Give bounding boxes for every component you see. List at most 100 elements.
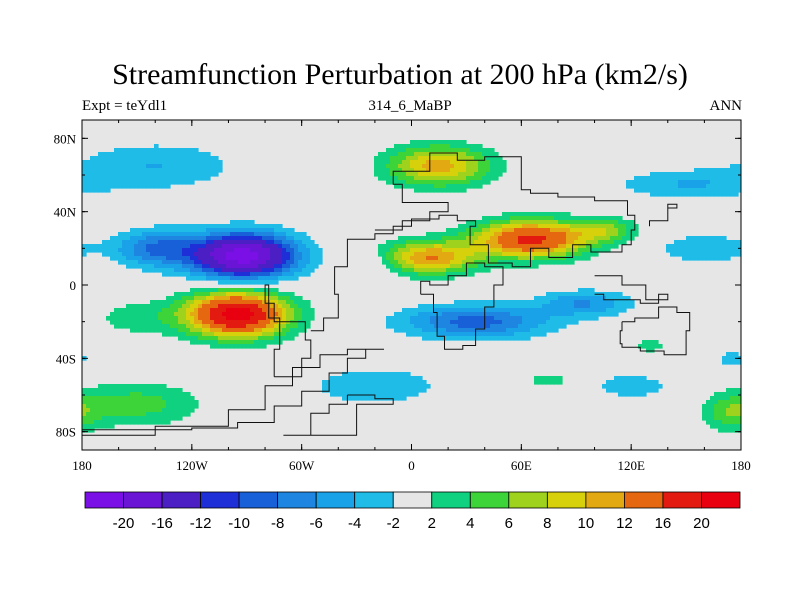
field-cell [190, 172, 195, 177]
field-cell [390, 248, 395, 253]
field-cell [158, 160, 163, 165]
field-cell [334, 388, 339, 393]
field-cell [214, 264, 219, 269]
field-cell [434, 324, 439, 329]
field-cell [554, 252, 559, 257]
field-cell [178, 396, 183, 401]
field-cell [606, 304, 611, 309]
field-cell [210, 268, 215, 273]
field-cell [394, 176, 399, 181]
field-cell [606, 312, 611, 317]
field-cell [522, 220, 527, 225]
field-cell [154, 420, 159, 425]
field-cell [478, 320, 483, 325]
field-cell [438, 176, 443, 181]
field-cell [582, 220, 587, 225]
field-cell [194, 260, 199, 265]
field-cell [414, 236, 419, 241]
field-cell [622, 232, 627, 237]
field-cell [398, 316, 403, 321]
field-cell [194, 304, 199, 309]
field-cell [466, 164, 471, 169]
colorbar-label: -12 [190, 515, 212, 532]
field-cell [142, 164, 147, 169]
field-cell [374, 160, 379, 165]
field-cell [306, 252, 311, 257]
field-cell [414, 312, 419, 317]
field-cell [562, 252, 567, 257]
field-cell [98, 396, 103, 401]
field-cell [178, 228, 183, 233]
field-cell [206, 316, 211, 321]
field-cell [418, 308, 423, 313]
field-cell [126, 236, 131, 241]
field-cell [386, 240, 391, 245]
field-cell [446, 320, 451, 325]
field-cell [306, 272, 311, 277]
field-cell [142, 400, 147, 405]
field-cell [718, 172, 723, 177]
field-cell [338, 392, 343, 397]
field-cell [422, 248, 427, 253]
field-cell [474, 244, 479, 249]
field-cell [614, 292, 619, 297]
field-cell [422, 236, 427, 241]
colorbar: -20 -16 -12 -10 -8 -6 -4 -2 2 4 6 8 10 12 16 20 [84, 491, 741, 532]
field-cell [246, 232, 251, 237]
field-cell [622, 240, 627, 245]
field-cell [538, 316, 543, 321]
field-cell [126, 232, 131, 237]
field-cell [94, 388, 99, 393]
field-cell [230, 300, 235, 305]
field-cell [602, 240, 607, 245]
field-cell [130, 316, 135, 321]
field-cell [574, 228, 579, 233]
field-cell [510, 220, 515, 225]
field-cell [546, 244, 551, 249]
field-cell [402, 172, 407, 177]
field-cell [730, 188, 735, 193]
field-cell [526, 220, 531, 225]
field-cell [122, 164, 127, 169]
field-cell [578, 256, 583, 261]
field-cell [406, 156, 411, 161]
field-cell [106, 392, 111, 397]
field-cell [702, 404, 707, 409]
field-cell [430, 312, 435, 317]
field-cell [410, 248, 415, 253]
field-cell [110, 236, 115, 241]
field-cell [222, 300, 227, 305]
field-cell [162, 172, 167, 177]
field-cell [422, 184, 427, 189]
colorbar-label: -16 [151, 515, 173, 532]
field-cell [442, 260, 447, 265]
field-cell [498, 324, 503, 329]
field-cell [246, 244, 251, 249]
field-cell [538, 380, 543, 385]
field-cell [522, 256, 527, 261]
field-cell [690, 256, 695, 261]
field-cell [258, 232, 263, 237]
field-cell [410, 380, 415, 385]
field-cell [122, 256, 127, 261]
field-cell [190, 336, 195, 341]
field-cell [198, 224, 203, 229]
field-cell [98, 156, 103, 161]
field-cell [602, 384, 607, 389]
colorbar-label: 2 [428, 515, 436, 532]
field-cell [578, 304, 583, 309]
field-cell [226, 324, 231, 329]
field-cell [486, 324, 491, 329]
field-cell [150, 316, 155, 321]
field-cell [110, 412, 115, 417]
field-cell [406, 152, 411, 157]
field-cell [586, 252, 591, 257]
field-cell [150, 160, 155, 165]
field-cell [654, 180, 659, 185]
field-cell [582, 300, 587, 305]
field-cell [142, 160, 147, 165]
field-cell [158, 268, 163, 273]
field-cell [258, 340, 263, 345]
field-cell [198, 236, 203, 241]
field-cell [322, 388, 327, 393]
